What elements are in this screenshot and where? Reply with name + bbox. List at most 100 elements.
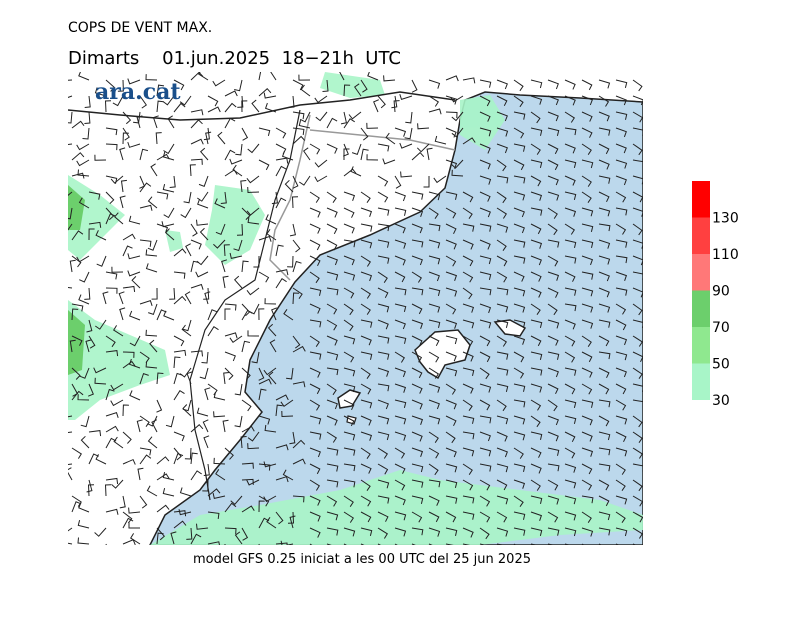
wind-barb [289,431,296,445]
wind-barb [196,219,209,226]
wind-barb [139,182,152,193]
wind-barb [496,159,507,172]
wind-barb [405,111,413,124]
wind-barb [360,207,373,217]
wind-barb [156,309,167,321]
wind-barb [496,319,509,329]
wind-barb [547,239,560,248]
wind-barb [179,487,192,497]
wind-barb [112,95,124,107]
wind-barb [615,143,627,154]
wind-barb [581,175,592,187]
wind-barb [496,191,507,204]
wind-barb [139,495,148,509]
wind-barb [68,431,73,434]
wind-barb [203,463,210,476]
wind-barb [182,319,192,332]
wind-barb [88,221,102,228]
wind-barb [428,511,440,523]
wind-barb [445,191,458,200]
wind-barb [428,447,440,459]
wind-barb [496,175,509,184]
wind-barb [173,390,185,401]
wind-barb [598,447,611,456]
wind-barb [213,239,226,249]
wind-barb [241,505,255,513]
wind-barb [350,166,362,177]
wind-barb [530,287,542,298]
wind-barb [360,511,372,523]
wind-barb [530,415,541,428]
wind-barb [632,79,643,92]
wind-barb [428,271,440,282]
wind-barb [598,479,610,491]
wind-barb [241,100,248,113]
wind-barb [404,127,413,140]
wind-barb [394,319,406,330]
wind-barb [632,287,643,298]
wind-barb [241,260,249,273]
wind-barb [241,462,254,469]
wind-barb [530,463,542,474]
wind-barb [632,479,643,492]
menorca [493,319,527,337]
wind-barb [360,271,373,282]
wind-barb [400,171,413,178]
wind-barb [258,495,270,507]
wind-barb [462,511,475,520]
wind-barb [530,479,541,491]
wind-barb [309,287,322,296]
border [68,91,456,121]
wind-barb [314,175,328,183]
wind-barb [326,495,338,507]
wind-barb [564,351,576,363]
wind-barb [162,183,175,193]
wind-barb [496,111,508,122]
wind-barb [445,303,457,315]
wind-barb [156,456,170,465]
wind-barb [110,399,124,407]
wind-barb [275,511,284,525]
wind-barb [71,495,82,507]
wind-barb [190,350,203,357]
wind-barb [445,543,454,545]
wind-barb [383,75,396,82]
wind-barb [343,511,354,523]
wind-barb [105,388,115,401]
wind-barb [445,351,457,362]
wind-barb [632,511,643,523]
wind-barb [263,92,277,99]
wind-barb [127,270,141,277]
wind-barb [615,511,626,523]
wind-barb [185,243,192,257]
wind-barb [271,191,278,205]
wind-barb [241,340,251,353]
wind-barb [165,228,175,241]
wind-barb [326,431,337,443]
wind-barb [564,287,577,296]
legend-label: 50 [712,357,730,373]
wind-barb [564,543,571,545]
wind-barb [156,191,169,200]
wind-barb [326,479,339,488]
wind-barb [139,454,152,465]
wind-barb [213,457,226,465]
wind-barb [77,537,90,545]
wind-barb [199,227,209,241]
wind-barb [275,127,287,139]
wind-barb [343,148,350,160]
wind-barb [326,527,339,536]
wind-barb [564,431,576,443]
wind-barb [479,479,491,491]
wind-barbs [68,72,643,545]
wind-barb [198,175,209,187]
wind-barb [367,72,379,81]
wind-barb [173,349,187,356]
wind-barb [110,175,124,184]
wind-barb [462,255,474,267]
wind-barb [615,175,627,186]
wind-barb [309,527,321,538]
wind-barb [343,223,355,234]
wind-barb [240,180,247,193]
wind-barb [156,153,170,161]
